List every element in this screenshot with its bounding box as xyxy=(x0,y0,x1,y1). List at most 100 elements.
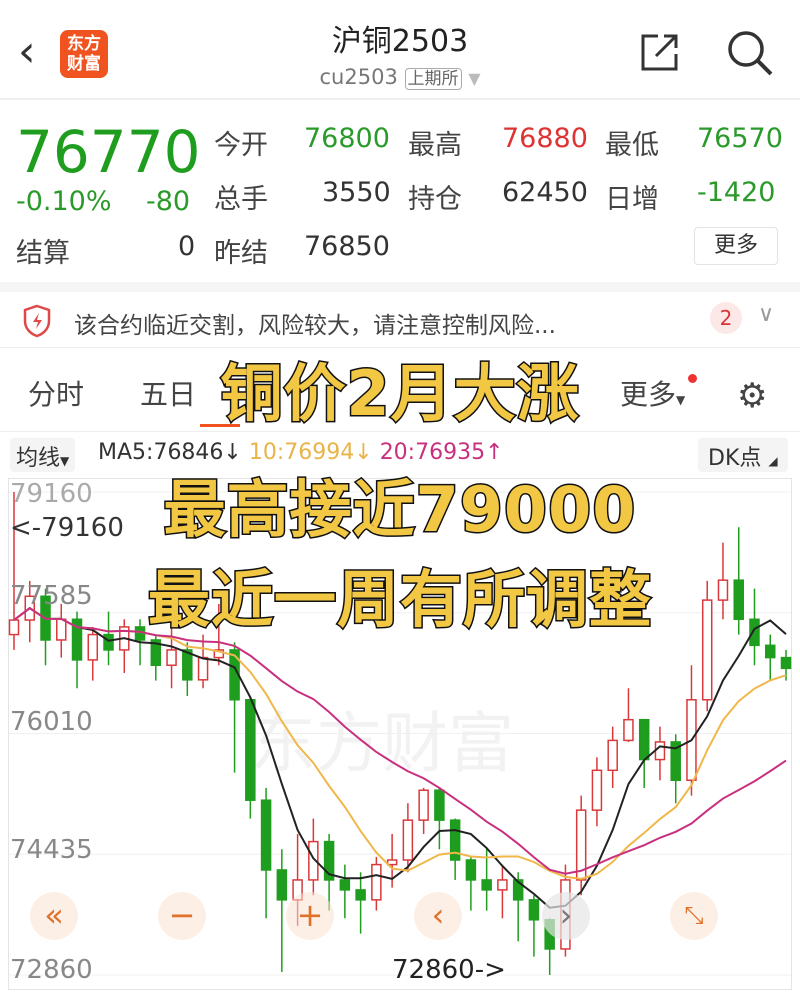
top-nav-bar: ‹ 东方 财富 沪铜2503 cu2503 上期所 ▼ xyxy=(0,0,800,100)
volume-value: 3550 xyxy=(322,177,391,208)
candle-down xyxy=(449,819,461,861)
last-price: 76770 xyxy=(16,118,201,186)
candle-up xyxy=(607,739,618,772)
share-icon[interactable] xyxy=(640,32,680,72)
caret-icon: ◢ xyxy=(768,454,778,468)
candle-down xyxy=(670,741,681,782)
high-value: 76880 xyxy=(502,123,588,154)
kline-chart[interactable] xyxy=(8,478,792,990)
fullscreen-icon[interactable]: ⤡ xyxy=(670,892,718,940)
candle-up xyxy=(623,718,634,742)
ma20-value: 20:76935↑ xyxy=(379,440,504,465)
open-interest-label: 持仓 xyxy=(408,184,462,215)
candle-down xyxy=(355,889,366,901)
candle-down xyxy=(323,840,335,881)
candle-up xyxy=(197,656,209,681)
chevron-left-icon[interactable]: ‹ xyxy=(414,892,462,940)
candle-up xyxy=(8,619,20,636)
ma-selector-label: 均线 xyxy=(16,446,61,471)
candle-up xyxy=(166,649,177,667)
candle-up xyxy=(497,879,508,891)
risk-text: 该合约临近交割，风险较大，请注意控制风险... xyxy=(74,313,556,339)
caption-line: 最高接近79000 xyxy=(162,473,637,546)
candle-down xyxy=(528,899,540,921)
candle-down xyxy=(260,799,272,871)
candle-down xyxy=(638,718,650,761)
active-tab-indicator xyxy=(200,424,240,427)
settle-value: 0 xyxy=(178,231,196,262)
dk-label: DK点 xyxy=(708,446,762,471)
open-interest-value: 62450 xyxy=(502,177,588,208)
max-price-marker: <-79160 xyxy=(10,513,124,543)
zoom-in-button[interactable]: + xyxy=(286,892,334,940)
candle-down xyxy=(182,649,193,681)
tab-more[interactable]: 更多▼ xyxy=(620,378,685,412)
zoom-out-button[interactable]: − xyxy=(158,892,206,940)
ma5-value: MA5:76846↓ xyxy=(98,440,242,465)
more-button[interactable]: 更多 xyxy=(694,227,778,265)
ma5-line xyxy=(13,606,787,909)
ma-selector[interactable]: 均线▼ xyxy=(10,438,76,472)
high-label: 最高 xyxy=(408,130,462,161)
chevron-down-icon[interactable]: ∨ xyxy=(758,302,775,327)
candle-down xyxy=(150,639,162,667)
exchange-badge: 上期所 xyxy=(404,68,462,90)
ma-legend-row: 均线▼ MA5:76846↓ 10:76994↓ 20:76935↑ DK点 ◢ xyxy=(10,438,790,474)
low-value: 76570 xyxy=(697,123,783,154)
y-tick-label: 79160 xyxy=(10,479,93,509)
risk-count-badge: 2 xyxy=(710,302,742,334)
open-label: 今开 xyxy=(214,130,268,161)
y-tick-label: 74435 xyxy=(10,835,93,865)
page-title: 沪铜2503 xyxy=(331,24,469,59)
candle-up xyxy=(56,618,67,641)
candle-down xyxy=(733,579,744,621)
double-chevron-left-icon[interactable]: « xyxy=(30,892,78,940)
prev-settle-label: 昨结 xyxy=(214,238,268,269)
contract-subtitle[interactable]: cu2503 上期所 ▼ xyxy=(0,64,800,90)
chevron-left-icon[interactable]: ‹ xyxy=(18,26,36,77)
ma20-line xyxy=(13,606,787,875)
candle-up xyxy=(308,840,319,881)
low-label: 最低 xyxy=(605,130,659,161)
divider xyxy=(0,282,800,292)
dk-point-button[interactable]: DK点 ◢ xyxy=(698,438,788,472)
y-tick-label: 76010 xyxy=(10,707,93,737)
contract-code: cu2503 xyxy=(319,65,398,89)
candle-up xyxy=(386,859,398,866)
caret-down-icon: ▼ xyxy=(60,454,70,468)
candle-down xyxy=(749,618,760,647)
candle-down xyxy=(481,879,492,891)
daily-change-value: -1420 xyxy=(697,177,776,208)
candle-up xyxy=(575,809,587,881)
gear-icon[interactable]: ⚙ xyxy=(737,376,768,416)
tab-more-label: 更多 xyxy=(620,378,677,411)
shield-lightning-icon xyxy=(23,304,51,338)
risk-banner[interactable]: 该合约临近交割，风险较大，请注意控制风险... 2 ∨ xyxy=(0,296,800,348)
tab-intraday[interactable]: 分时 xyxy=(28,378,85,411)
ma10-line xyxy=(13,606,787,880)
candle-down xyxy=(465,859,477,881)
volume-label: 总手 xyxy=(214,184,268,215)
candle-down xyxy=(71,618,83,661)
chevron-right-icon[interactable]: › xyxy=(542,892,590,940)
y-tick-label: 72860 xyxy=(10,955,93,985)
notification-dot xyxy=(688,374,697,383)
candle-down xyxy=(103,633,114,651)
daily-change-label: 日增 xyxy=(605,184,659,215)
candle-down xyxy=(339,879,351,891)
caption-line: 最近一周有所调整 xyxy=(146,563,653,636)
change-percent: -0.10% xyxy=(16,186,112,217)
ma10-value: 10:76994↓ xyxy=(248,440,373,465)
y-tick-label: 77585 xyxy=(10,581,93,611)
caret-down-icon: ▼ xyxy=(468,69,481,88)
candle-up xyxy=(418,789,429,821)
candle-down xyxy=(245,699,256,801)
tab-five-day[interactable]: 五日 xyxy=(140,378,197,411)
candle-down xyxy=(434,789,445,821)
open-value: 76800 xyxy=(304,123,390,154)
candle-up xyxy=(654,741,666,761)
search-icon[interactable] xyxy=(725,28,775,78)
period-tabs: 分时 五日 更多▼ ⚙ xyxy=(0,360,800,432)
ma-values: MA5:76846↓ 10:76994↓ 20:76935↑ xyxy=(98,440,504,466)
